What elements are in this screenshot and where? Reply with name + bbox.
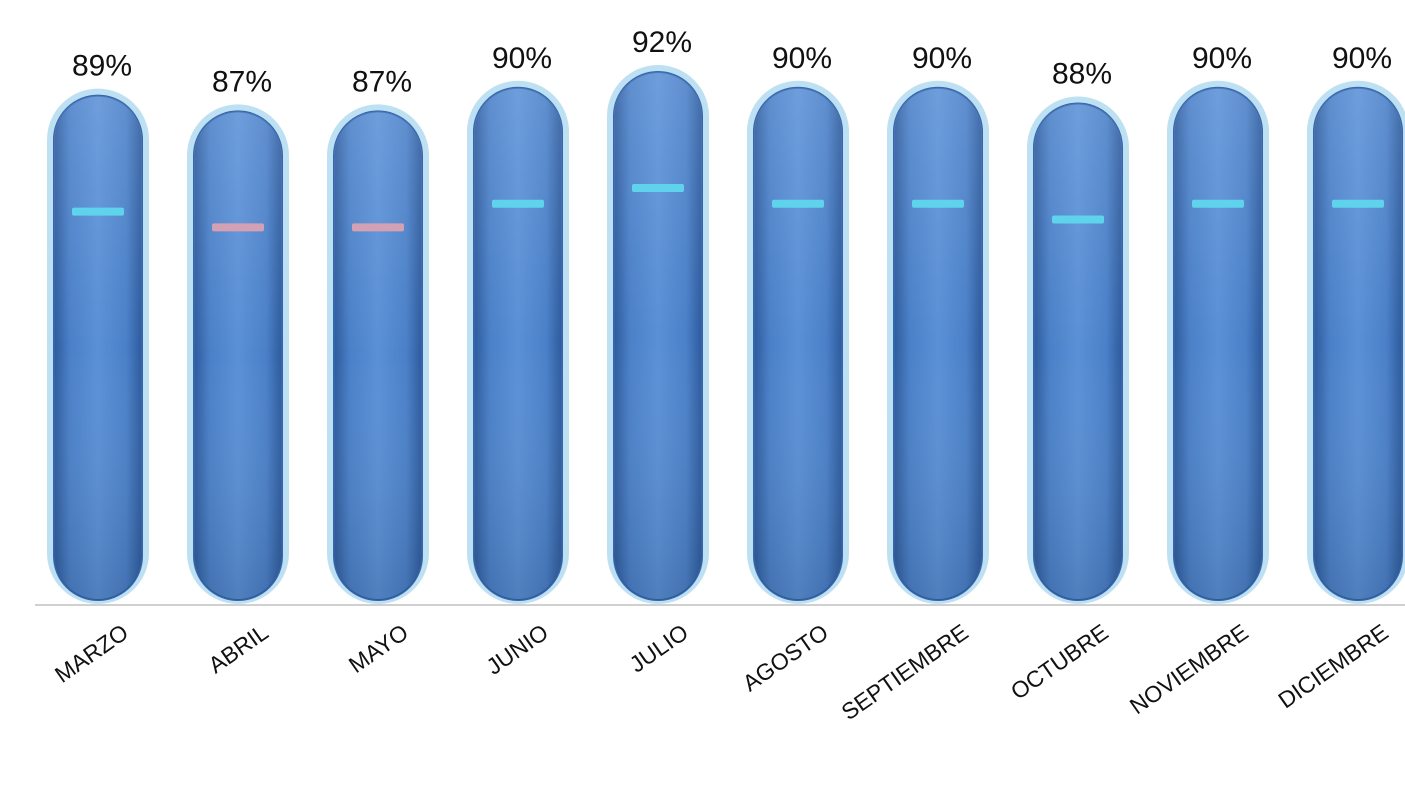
target-marker [1332,199,1384,208]
bar-group-junio: 90% JUNIO [467,42,569,680]
bar-shading [1314,87,1402,601]
bar-shading [754,87,842,601]
value-label: 90% [1332,42,1392,75]
target-marker [72,207,124,216]
category-label: OCTUBRE [1006,619,1113,705]
bar-group-marzo: 89% MARZO [47,50,149,688]
bar-shading [894,87,982,601]
target-marker [1192,199,1244,208]
category-label: MAYO [344,619,413,678]
category-label: NOVIEMBRE [1125,619,1253,719]
value-label: 92% [632,26,692,59]
bar-shading [474,87,562,601]
value-label: 89% [72,50,132,83]
category-label: DICIEMBRE [1273,619,1393,714]
bar-shading [54,95,142,601]
value-label: 90% [492,42,552,75]
category-label: JUNIO [481,619,552,680]
value-label: 90% [1192,42,1252,75]
bar-shading [1034,103,1122,600]
bar-group-septiembre: 90% SEPTIEMBRE [837,42,989,725]
bar-shading [194,111,282,600]
value-label: 88% [1052,58,1112,91]
bar-group-agosto: 90% AGOSTO [738,42,849,697]
target-marker [212,223,264,232]
value-label: 87% [352,65,412,98]
bar-group-abril: 87% ABRIL [187,65,289,678]
bar-shading [334,111,422,600]
bar-shading [1174,87,1262,601]
bar-group-mayo: 87% MAYO [327,65,429,678]
bar-group-julio: 92% JULIO [607,26,709,677]
bar-shading [614,72,702,600]
bar-group-noviembre: 90% NOVIEMBRE [1125,42,1269,719]
target-marker [632,184,684,192]
target-marker [492,199,544,208]
category-label: ABRIL [203,619,273,679]
target-marker [912,199,964,208]
category-label: JULIO [625,619,693,678]
category-label: AGOSTO [738,619,833,697]
value-label: 90% [772,42,832,75]
target-marker [1052,215,1104,224]
target-marker [352,223,404,232]
category-label: SEPTIEMBRE [837,619,973,725]
target-marker [772,199,824,208]
bar-group-diciembre: 90% DICIEMBRE [1273,42,1405,714]
bar-group-octubre: 88% OCTUBRE [1006,58,1129,705]
value-label: 90% [912,42,972,75]
category-label: MARZO [50,619,133,688]
value-label: 87% [212,65,272,98]
